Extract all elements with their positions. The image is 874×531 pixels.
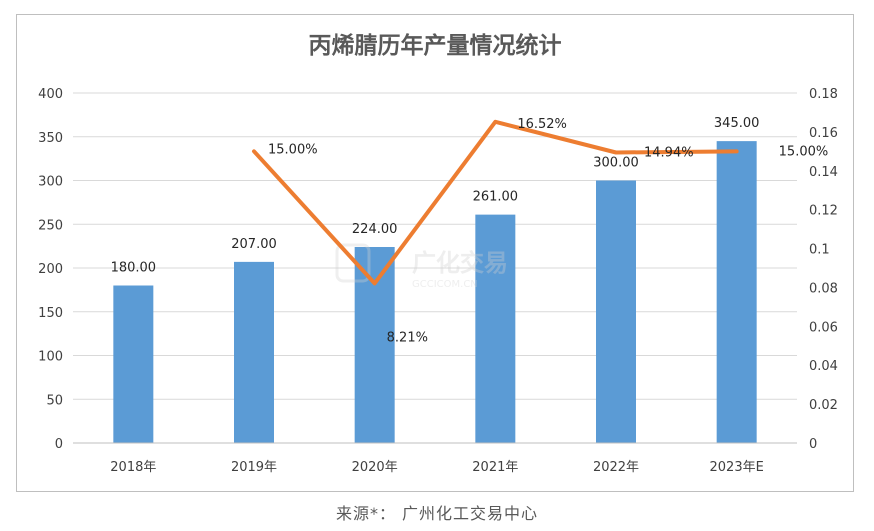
y-left-tick-label: 300 [38, 175, 63, 190]
y-right-tick-label: 0.16 [809, 126, 838, 141]
bar-series [113, 141, 757, 443]
line-series [252, 119, 739, 286]
line-data-label: 16.52% [517, 117, 567, 132]
bar-data-label: 224.00 [352, 222, 398, 237]
y-left-tick-label: 250 [38, 218, 63, 233]
x-tick-label: 2020年 [352, 460, 398, 475]
y-left-tick-label: 0 [55, 437, 63, 452]
bar-data-label: 207.00 [231, 237, 277, 252]
bar [716, 141, 757, 443]
y-right-tick-label: 0.1 [809, 243, 830, 258]
y-right-tick-label: 0.18 [809, 87, 838, 102]
line-data-label: 15.00% [268, 142, 318, 157]
chart-frame: 丙烯腈历年产量情况统计 0 50 100 150 200 250 300 350 400 0 0.… [16, 14, 854, 492]
bar [234, 261, 274, 443]
right-axis: 0 0.02 0.04 0.06 0.08 0.1 0.12 0.14 0.16 0.18 [809, 87, 838, 452]
y-right-tick-label: 0.12 [809, 204, 838, 219]
x-tick-label: 2018年 [110, 460, 156, 475]
y-right-tick-label: 0.06 [809, 320, 838, 335]
y-right-tick-label: 0.08 [809, 281, 838, 296]
y-right-tick-label: 0.02 [809, 398, 838, 413]
chart-svg: 丙烯腈历年产量情况统计 0 50 100 150 200 250 300 350 400 0 0.… [38, 32, 838, 475]
x-axis: 2018年 2019年 2020年 2021年 2022年 2023年E [73, 442, 797, 475]
bar [354, 247, 395, 443]
watermark-subtext: GCCICOM.CN [412, 279, 478, 290]
y-left-tick-label: 400 [38, 87, 63, 102]
bar-data-label: 261.00 [473, 190, 519, 205]
y-left-tick-label: 350 [38, 131, 63, 146]
y-left-tick-label: 50 [46, 393, 63, 408]
line-data-label: 14.94% [644, 146, 694, 161]
line-path [252, 119, 739, 286]
bar [596, 180, 636, 443]
y-left-tick-label: 150 [38, 306, 63, 321]
x-tick-label: 2022年 [593, 460, 639, 475]
x-tick-label: 2021年 [472, 460, 518, 475]
x-tick-label: 2019年 [231, 460, 277, 475]
y-left-tick-label: 100 [38, 350, 63, 365]
watermark-text: 广化交易 [412, 249, 508, 277]
chart-title: 丙烯腈历年产量情况统计 [309, 32, 562, 59]
line-data-label: 8.21% [387, 330, 428, 345]
watermark: 广化交易 GCCICOM.CN [335, 243, 508, 290]
y-right-tick-label: 0 [809, 437, 817, 452]
bar-data-label: 180.00 [111, 261, 157, 276]
data-labels: 180.00 207.00 224.00 261.00 300.00 345.00 15.0… [111, 116, 829, 345]
y-right-tick-label: 0.04 [809, 359, 838, 374]
gridlines [73, 92, 797, 400]
bar-data-label: 300.00 [593, 156, 639, 171]
bar [113, 285, 154, 443]
bar-data-label: 345.00 [714, 116, 760, 131]
source-note: 来源*： 广州化工交易中心 [335, 504, 539, 523]
line-data-label: 15.00% [779, 144, 829, 159]
left-axis: 0 50 100 150 200 250 300 350 400 [38, 87, 63, 452]
x-tick-label: 2023年E [710, 460, 764, 475]
y-left-tick-label: 200 [38, 262, 63, 277]
bar [475, 214, 516, 443]
y-right-tick-label: 0.14 [809, 165, 838, 180]
